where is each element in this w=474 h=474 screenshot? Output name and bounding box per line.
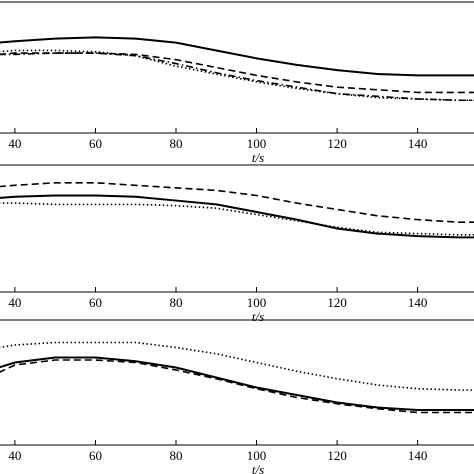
series-line — [0, 359, 474, 414]
series-line — [0, 341, 474, 391]
x-tick-label: 140 — [408, 448, 428, 463]
x-tick-label: 100 — [247, 136, 267, 151]
axes-frame — [0, 1, 474, 134]
x-tick-label: 100 — [247, 448, 267, 463]
x-tick-label: 60 — [89, 295, 102, 310]
x-tick-label: 140 — [408, 136, 428, 151]
series-line — [0, 36, 474, 77]
x-axis-label: t/s — [252, 462, 264, 474]
x-axis-label: t/s — [252, 150, 264, 165]
series-line — [0, 194, 474, 239]
x-tick-label: 120 — [327, 136, 347, 151]
x-axis-label: t/s — [252, 309, 264, 324]
x-tick-label: 80 — [169, 295, 182, 310]
x-tick-label: 40 — [8, 136, 21, 151]
series-line — [0, 356, 474, 411]
x-tick-label: 60 — [89, 136, 102, 151]
x-tick-label: 80 — [169, 136, 182, 151]
x-tick-label: 120 — [327, 448, 347, 463]
series-line — [0, 181, 474, 223]
series-line — [0, 52, 474, 94]
x-tick-label: 40 — [8, 448, 21, 463]
x-tick-label: 140 — [408, 295, 428, 310]
x-tick-label: 120 — [327, 295, 347, 310]
series-line — [0, 52, 474, 102]
x-tick-label: 60 — [89, 448, 102, 463]
x-tick-label: 100 — [247, 295, 267, 310]
axes-frame — [0, 319, 474, 446]
x-tick-label: 40 — [8, 295, 21, 310]
axes-frame — [0, 164, 474, 293]
x-tick-label: 80 — [169, 448, 182, 463]
